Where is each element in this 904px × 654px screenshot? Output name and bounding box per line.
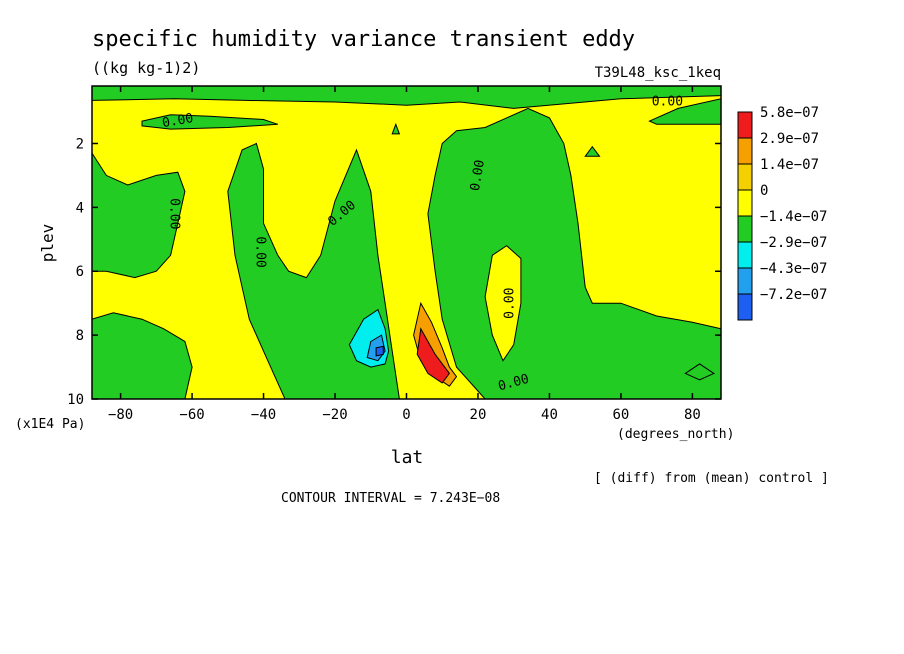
legend-swatch bbox=[737, 189, 753, 217]
legend-swatch bbox=[737, 267, 753, 295]
x-axis-units: (degrees_north) bbox=[617, 427, 734, 442]
y-tick-label: 10 bbox=[67, 392, 84, 408]
legend-swatch bbox=[737, 215, 753, 243]
x-axis-label: lat bbox=[391, 447, 424, 468]
x-axis: −80 −60 −40 −20 0 20 40 60 80 bbox=[108, 86, 701, 423]
region-green-upper-left-blob bbox=[141, 114, 278, 130]
region-red-positive-core bbox=[416, 327, 451, 384]
x-tick-label: 20 bbox=[470, 407, 487, 423]
contour-interval: CONTOUR INTERVAL = 7.243E−08 bbox=[281, 491, 500, 506]
contour-label-5: 0.00 bbox=[468, 159, 488, 192]
contour-label-1: 0.00 bbox=[652, 94, 683, 109]
region-green-sh-tongue bbox=[92, 152, 186, 279]
y-tick-label: 8 bbox=[76, 328, 84, 344]
x-tick-label: −60 bbox=[179, 407, 204, 423]
x-tick-label: −20 bbox=[322, 407, 347, 423]
legend-label: −2.9e−07 bbox=[760, 235, 827, 251]
legend-swatch bbox=[737, 111, 753, 139]
diff-note: [ (diff) from (mean) control ] bbox=[594, 471, 829, 486]
contour-labels: 0.000.000.000.000.000.000.000.00 bbox=[161, 94, 683, 394]
x-tick-label: 40 bbox=[541, 407, 558, 423]
legend-swatch bbox=[737, 241, 753, 269]
legend-label: −1.4e−07 bbox=[760, 209, 827, 225]
contour-label-0: 0.00 bbox=[161, 111, 194, 131]
legend-label: 2.9e−07 bbox=[760, 131, 819, 147]
x-tick-label: 60 bbox=[613, 407, 630, 423]
x-tick-label: 80 bbox=[684, 407, 701, 423]
contour-label-2: 0.00 bbox=[167, 198, 182, 229]
chart-title: specific humidity variance transient edd… bbox=[92, 27, 635, 52]
legend-label: 5.8e−07 bbox=[760, 105, 819, 121]
region-green-sh-lower bbox=[92, 312, 193, 399]
x-tick-label: −80 bbox=[108, 407, 133, 423]
region-green-small-nh bbox=[584, 145, 601, 157]
legend-label: 1.4e−07 bbox=[760, 157, 819, 173]
y-tick-label: 2 bbox=[76, 136, 84, 152]
legend-label: −7.2e−07 bbox=[760, 287, 827, 303]
region-green-small-mid bbox=[391, 122, 401, 135]
contour-label-6: 0.00 bbox=[503, 288, 518, 319]
legend-swatch bbox=[737, 293, 753, 321]
legend: 5.8e−07 2.9e−07 1.4e−07 0 −1.4e−07 −2.9e−07 −4… bbox=[737, 105, 827, 321]
legend-swatch bbox=[737, 137, 753, 165]
region-orange-positive bbox=[413, 301, 458, 387]
x-tick-label: −40 bbox=[251, 407, 276, 423]
y-axis: 2 4 6 8 10 bbox=[67, 136, 721, 408]
contour-fills bbox=[92, 86, 721, 399]
x-tick-label: 0 bbox=[402, 407, 410, 423]
legend-label: −4.3e−07 bbox=[760, 261, 827, 277]
y-axis-units: (x1E4 Pa) bbox=[15, 417, 85, 432]
y-tick-label: 4 bbox=[76, 200, 84, 216]
region-green-small-low bbox=[684, 363, 715, 381]
region-green-nh-upper-blob bbox=[648, 98, 721, 125]
y-tick-label: 6 bbox=[76, 264, 84, 280]
legend-swatch bbox=[737, 163, 753, 191]
legend-label: 0 bbox=[760, 183, 768, 199]
region-green-top-strip bbox=[92, 86, 721, 109]
region-yellow-nh-hole bbox=[484, 245, 522, 362]
region-dark-blue-negative-core bbox=[375, 345, 384, 357]
chart-units: ((kg kg-1)2) bbox=[92, 59, 200, 77]
contour-label-3: 0.00 bbox=[252, 236, 267, 267]
y-axis-label: plev bbox=[38, 224, 57, 263]
run-label: T39L48_ksc_1keq bbox=[595, 65, 721, 81]
